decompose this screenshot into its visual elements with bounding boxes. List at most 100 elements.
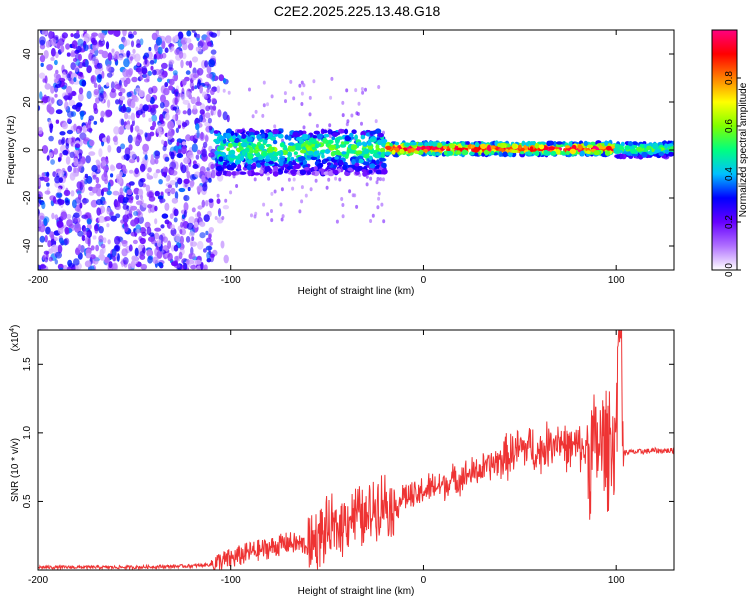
spectrogram-cell: [341, 214, 345, 219]
spectrogram-cell: [124, 222, 128, 227]
spectrogram-cell: [185, 60, 190, 66]
spectrogram-cell: [225, 128, 232, 135]
spectrogram-cell: [284, 170, 288, 174]
spectrogram-cell: [191, 207, 196, 213]
spectrogram-cell: [268, 145, 273, 152]
spectrogram-cell: [183, 202, 189, 212]
spectrogram-cell: [534, 142, 539, 149]
spectrogram-cell: [70, 142, 76, 148]
spectrogram-cell: [168, 59, 175, 65]
spectrogram-cell: [266, 102, 269, 107]
spectrogram-cell: [204, 95, 208, 100]
spectrogram-cell: [118, 43, 125, 50]
spectrogram-cell: [116, 175, 123, 185]
spectrogram-cell: [652, 143, 659, 150]
spectrogram-cell: [173, 217, 178, 223]
spectrogram-cell: [210, 49, 217, 55]
spectrogram-cell: [490, 150, 495, 155]
spectrogram-cell: [139, 163, 146, 172]
spectrogram-cell: [371, 213, 375, 218]
spectrogram-cell: [217, 145, 225, 151]
spectrogram-cell: [54, 93, 58, 98]
spectrogram-cell: [162, 236, 168, 243]
spectrogram-cell: [199, 39, 205, 47]
snr-x-tick-label: -100: [221, 575, 241, 586]
spectrogram-cell: [583, 140, 588, 147]
spectrogram-cell: [302, 125, 306, 130]
spectrogram-cell: [62, 71, 67, 79]
spectrogram-cell: [217, 209, 221, 214]
spectrogram-cell: [337, 136, 344, 140]
spectrogram-cell: [174, 97, 178, 106]
spectrogram-cell: [41, 201, 46, 210]
spectrogram-cell: [169, 180, 177, 186]
spectrogram-cell: [126, 213, 133, 220]
spectrogram-cell: [302, 159, 308, 165]
spectrogram-cell: [67, 117, 72, 123]
spectrogram-cell: [148, 191, 155, 198]
spectrogram-cell: [135, 106, 139, 112]
spectrogram-cell: [348, 189, 352, 194]
spectrogram-cell: [96, 207, 101, 216]
spectrogram-cell: [238, 145, 244, 151]
spectrogram-cell: [548, 146, 555, 151]
spectrogram-y-tick-label: 20: [22, 96, 33, 108]
spectrogram-cell: [46, 155, 50, 161]
spectrogram-cell: [186, 222, 194, 230]
spectrogram-cell: [344, 128, 349, 135]
spectrogram-cell: [464, 151, 469, 155]
spectrogram-cell: [84, 260, 92, 268]
spectrogram-cell: [250, 213, 253, 218]
spectrogram-cell: [97, 73, 103, 80]
spectrogram-cell: [341, 151, 347, 155]
spectrogram-cell: [338, 177, 342, 182]
spectrogram-cell: [162, 145, 167, 152]
spectrogram-cell: [89, 139, 95, 147]
spectrogram-cell: [112, 255, 116, 262]
spectrogram-cell: [286, 156, 291, 162]
spectrogram-cell: [313, 130, 320, 135]
spectrogram-cell: [143, 52, 150, 59]
spectrogram-cell: [85, 155, 91, 164]
spectrogram-cell: [427, 150, 432, 156]
spectrogram-cell: [170, 170, 178, 176]
spectrogram-cell: [325, 158, 329, 162]
spectrogram-cell: [239, 155, 245, 162]
spectrogram-cell: [431, 151, 437, 156]
spectrogram-cell: [199, 103, 206, 111]
spectrogram-cell: [214, 216, 218, 220]
spectrogram-cell: [170, 151, 175, 160]
spectrogram-cell: [273, 166, 279, 171]
spectrogram-cell: [191, 143, 198, 153]
spectrogram-cell: [63, 237, 70, 245]
spectrogram-cell: [147, 256, 153, 264]
spectrogram-cell: [72, 172, 79, 177]
spectrogram-cell: [182, 99, 190, 105]
spectrogram-cell: [206, 258, 212, 263]
spectrogram-cell: [287, 146, 293, 152]
spectrogram-cell: [261, 133, 266, 139]
spectrogram-cell: [164, 219, 170, 225]
spectrogram-cell: [96, 62, 103, 69]
spectrogram-cell: [45, 226, 51, 235]
spectrogram-cell: [105, 41, 110, 50]
spectrogram-cell: [380, 138, 388, 144]
spectrogram-cell: [232, 135, 237, 140]
spectrogram-cell: [586, 144, 594, 149]
spectrogram-cell: [46, 182, 50, 187]
snr-y-scale-exponent: 4: [9, 328, 16, 332]
spectrogram-cell: [315, 123, 319, 128]
spectrogram-cell: [57, 226, 64, 235]
spectrogram-cell: [41, 172, 46, 179]
spectrogram-cell: [73, 77, 77, 83]
spectrogram-cell: [195, 46, 199, 52]
spectrogram-cell: [262, 80, 266, 85]
spectrogram-cell: [104, 109, 112, 118]
spectrogram-cell: [90, 199, 98, 208]
spectrogram-cell: [69, 151, 75, 158]
spectrogram-cell: [49, 231, 55, 239]
spectrogram-cell: [529, 146, 534, 153]
spectrogram-cell: [203, 214, 210, 223]
spectrogram-cell: [174, 34, 179, 43]
spectrogram-cell: [70, 33, 74, 38]
